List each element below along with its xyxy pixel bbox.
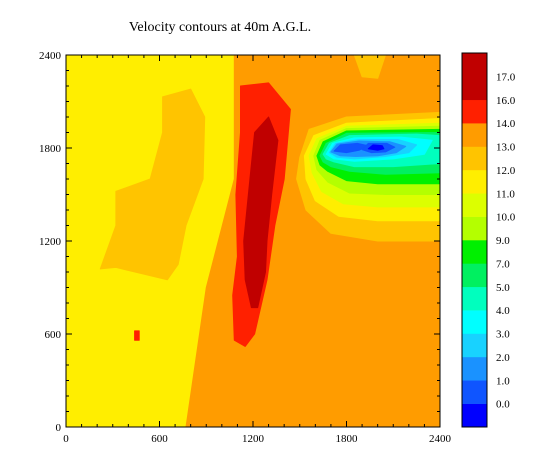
colorbar-swatch — [462, 380, 487, 404]
x-axis: 0 600 1200 1800 2400 — [63, 433, 451, 445]
colorbar-swatch — [462, 356, 487, 381]
colorbar-swatch — [462, 53, 487, 77]
colorbar-label: 1.0 — [496, 375, 510, 387]
colorbar-label: 5.0 — [496, 282, 510, 294]
colorbar-label: 14.0 — [496, 118, 516, 130]
axis-minor-ticks — [65, 54, 441, 428]
chart-title: Velocity contours at 40m A.G.L. — [129, 20, 311, 35]
colorbar-swatch — [462, 146, 487, 171]
contour-region-5 — [243, 116, 279, 309]
colorbar-frame — [461, 52, 488, 428]
colorbar-label: 3.0 — [496, 329, 510, 341]
colorbar-swatch — [462, 99, 487, 124]
y-axis: 0 600 1200 1800 2400 — [39, 50, 62, 434]
y-tick-label: 2400 — [39, 50, 62, 62]
colorbar-label: 4.0 — [496, 305, 510, 317]
colorbar-label: 11.0 — [496, 188, 515, 200]
colorbar-label: 12.0 — [496, 165, 516, 177]
x-tick-label: 2400 — [429, 433, 452, 445]
contour-regions — [66, 55, 440, 427]
colorbar-label: 7.0 — [496, 258, 510, 270]
y-tick-label: 1200 — [39, 236, 62, 248]
x-tick-label: 1800 — [336, 433, 359, 445]
x-tick-label: 600 — [151, 433, 168, 445]
y-tick-label: 600 — [45, 329, 62, 341]
x-tick-label: 0 — [63, 433, 69, 445]
contour-region-6 — [134, 330, 140, 341]
colorbar-swatch — [462, 169, 487, 194]
colorbar-swatch — [462, 240, 487, 264]
colorbar-label: 17.0 — [496, 71, 516, 83]
colorbar-swatch — [462, 286, 487, 311]
x-tick-label: 1200 — [242, 433, 265, 445]
colorbar-swatch — [462, 333, 487, 358]
contour-region-2 — [99, 88, 206, 281]
colorbar-swatch — [462, 123, 487, 147]
contour-region-19 — [367, 144, 385, 151]
colorbar-label: 10.0 — [496, 212, 516, 224]
y-tick-label: 1800 — [39, 143, 62, 155]
colorbar-label: 13.0 — [496, 142, 516, 154]
colorbar-label: 0.0 — [496, 399, 510, 411]
colorbar-label: 9.0 — [496, 235, 510, 247]
colorbar-label: 16.0 — [496, 95, 516, 107]
contour-region-3 — [353, 55, 386, 79]
colorbar-swatch — [462, 76, 487, 101]
colorbar-swatch — [462, 193, 487, 217]
colorbar-swatch — [462, 263, 487, 288]
y-tick-label: 0 — [56, 422, 62, 434]
colorbar-swatch — [462, 403, 487, 428]
colorbar-label: 2.0 — [496, 352, 510, 364]
colorbar-swatch — [462, 216, 487, 241]
colorbar-swatch — [462, 310, 487, 334]
colorbar: 0.0 1.0 2.0 3.0 4.0 5.0 7.0 9.0 10.0 11.0 12.0 13.0… — [461, 52, 516, 428]
